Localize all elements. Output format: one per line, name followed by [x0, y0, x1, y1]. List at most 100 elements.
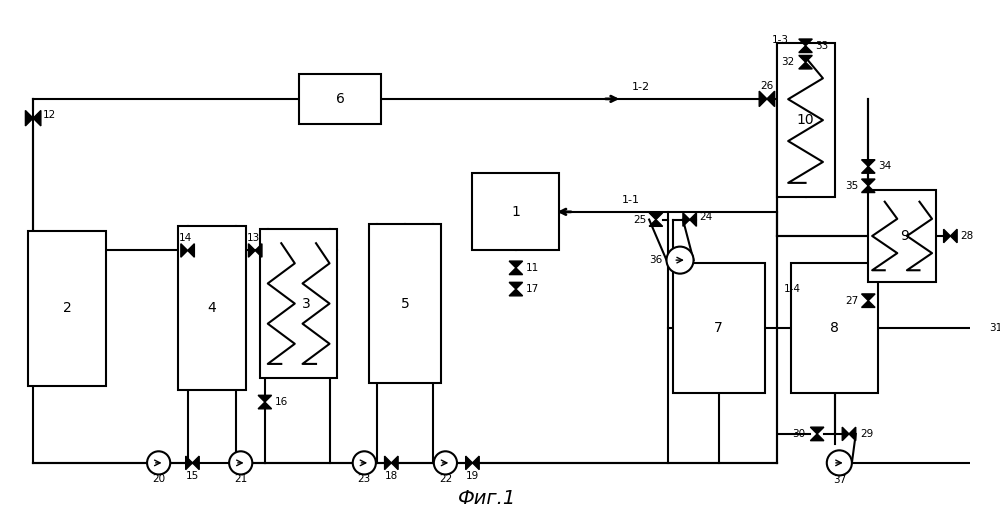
Polygon shape: [862, 160, 875, 167]
Text: 1-1: 1-1: [622, 196, 640, 205]
Bar: [777, 43, 835, 198]
Bar: [673, 262, 765, 393]
Polygon shape: [862, 167, 875, 173]
Text: 30: 30: [792, 429, 806, 439]
Polygon shape: [690, 213, 696, 226]
Polygon shape: [33, 111, 41, 126]
Polygon shape: [944, 229, 950, 243]
Text: 35: 35: [845, 181, 859, 191]
Bar: [178, 226, 246, 391]
Text: 37: 37: [833, 475, 846, 485]
Text: 19: 19: [466, 471, 479, 481]
Polygon shape: [683, 213, 690, 226]
Text: 15: 15: [186, 471, 199, 481]
Polygon shape: [849, 427, 856, 441]
Polygon shape: [255, 243, 262, 257]
Text: 25: 25: [633, 214, 646, 225]
Circle shape: [353, 451, 376, 474]
Text: 36: 36: [649, 255, 663, 265]
Text: 28: 28: [960, 231, 973, 241]
Text: 1: 1: [511, 205, 520, 219]
Bar: [299, 74, 381, 124]
Polygon shape: [759, 91, 767, 106]
Polygon shape: [248, 243, 255, 257]
Text: 32: 32: [781, 57, 795, 67]
Text: 1-4: 1-4: [784, 284, 801, 294]
Bar: [260, 229, 337, 378]
Text: 26: 26: [760, 81, 774, 91]
Bar: [28, 231, 106, 386]
Polygon shape: [862, 186, 875, 192]
Polygon shape: [258, 395, 272, 402]
Polygon shape: [192, 456, 199, 470]
Bar: [791, 262, 878, 393]
Polygon shape: [950, 229, 957, 243]
Text: 17: 17: [526, 284, 539, 294]
Bar: [369, 224, 441, 383]
Circle shape: [229, 451, 252, 474]
Text: 16: 16: [275, 397, 288, 407]
Polygon shape: [472, 456, 479, 470]
Polygon shape: [799, 39, 812, 46]
Circle shape: [434, 451, 457, 474]
Polygon shape: [188, 243, 194, 257]
Polygon shape: [466, 456, 472, 470]
Polygon shape: [385, 456, 391, 470]
Polygon shape: [862, 294, 875, 301]
Polygon shape: [799, 62, 812, 69]
Text: 18: 18: [385, 471, 398, 481]
Text: 9: 9: [901, 229, 909, 243]
Polygon shape: [799, 46, 812, 53]
Polygon shape: [25, 111, 33, 126]
Text: 8: 8: [830, 321, 839, 335]
Text: 4: 4: [207, 301, 216, 315]
Text: Фиг.1: Фиг.1: [458, 489, 516, 508]
Polygon shape: [799, 55, 812, 62]
Polygon shape: [509, 282, 523, 289]
Polygon shape: [509, 289, 523, 296]
Text: 31: 31: [989, 323, 1000, 333]
Polygon shape: [862, 179, 875, 186]
Circle shape: [147, 451, 170, 474]
Circle shape: [827, 451, 852, 475]
Polygon shape: [509, 261, 523, 268]
Polygon shape: [810, 427, 824, 434]
Text: 23: 23: [358, 474, 371, 484]
Text: 2: 2: [63, 301, 71, 315]
Polygon shape: [862, 301, 875, 307]
Text: 1-2: 1-2: [632, 82, 650, 92]
Text: 12: 12: [43, 110, 56, 120]
Polygon shape: [810, 434, 824, 441]
Polygon shape: [649, 220, 663, 226]
Bar: [868, 190, 936, 282]
Text: 11: 11: [526, 263, 539, 273]
Polygon shape: [509, 268, 523, 275]
Polygon shape: [767, 91, 775, 106]
Text: 7: 7: [714, 321, 723, 335]
Text: 22: 22: [439, 474, 452, 484]
Polygon shape: [186, 456, 192, 470]
Bar: [472, 173, 559, 250]
Polygon shape: [181, 243, 188, 257]
Text: 5: 5: [400, 297, 409, 310]
Text: 34: 34: [878, 161, 891, 171]
Text: 14: 14: [179, 233, 192, 243]
Text: 3: 3: [302, 297, 311, 310]
Text: 1-3: 1-3: [772, 35, 789, 45]
Circle shape: [667, 247, 694, 274]
Text: 24: 24: [699, 212, 713, 222]
Text: 6: 6: [336, 92, 345, 106]
Polygon shape: [973, 321, 986, 328]
Text: 21: 21: [234, 474, 247, 484]
Text: 10: 10: [797, 113, 814, 127]
Polygon shape: [973, 328, 986, 335]
Text: 13: 13: [247, 233, 260, 243]
Text: 29: 29: [861, 429, 874, 439]
Polygon shape: [391, 456, 398, 470]
Polygon shape: [649, 213, 663, 220]
Text: 20: 20: [152, 474, 165, 484]
Polygon shape: [258, 402, 272, 409]
Text: 27: 27: [845, 296, 859, 306]
Polygon shape: [842, 427, 849, 441]
Text: 33: 33: [815, 41, 828, 51]
